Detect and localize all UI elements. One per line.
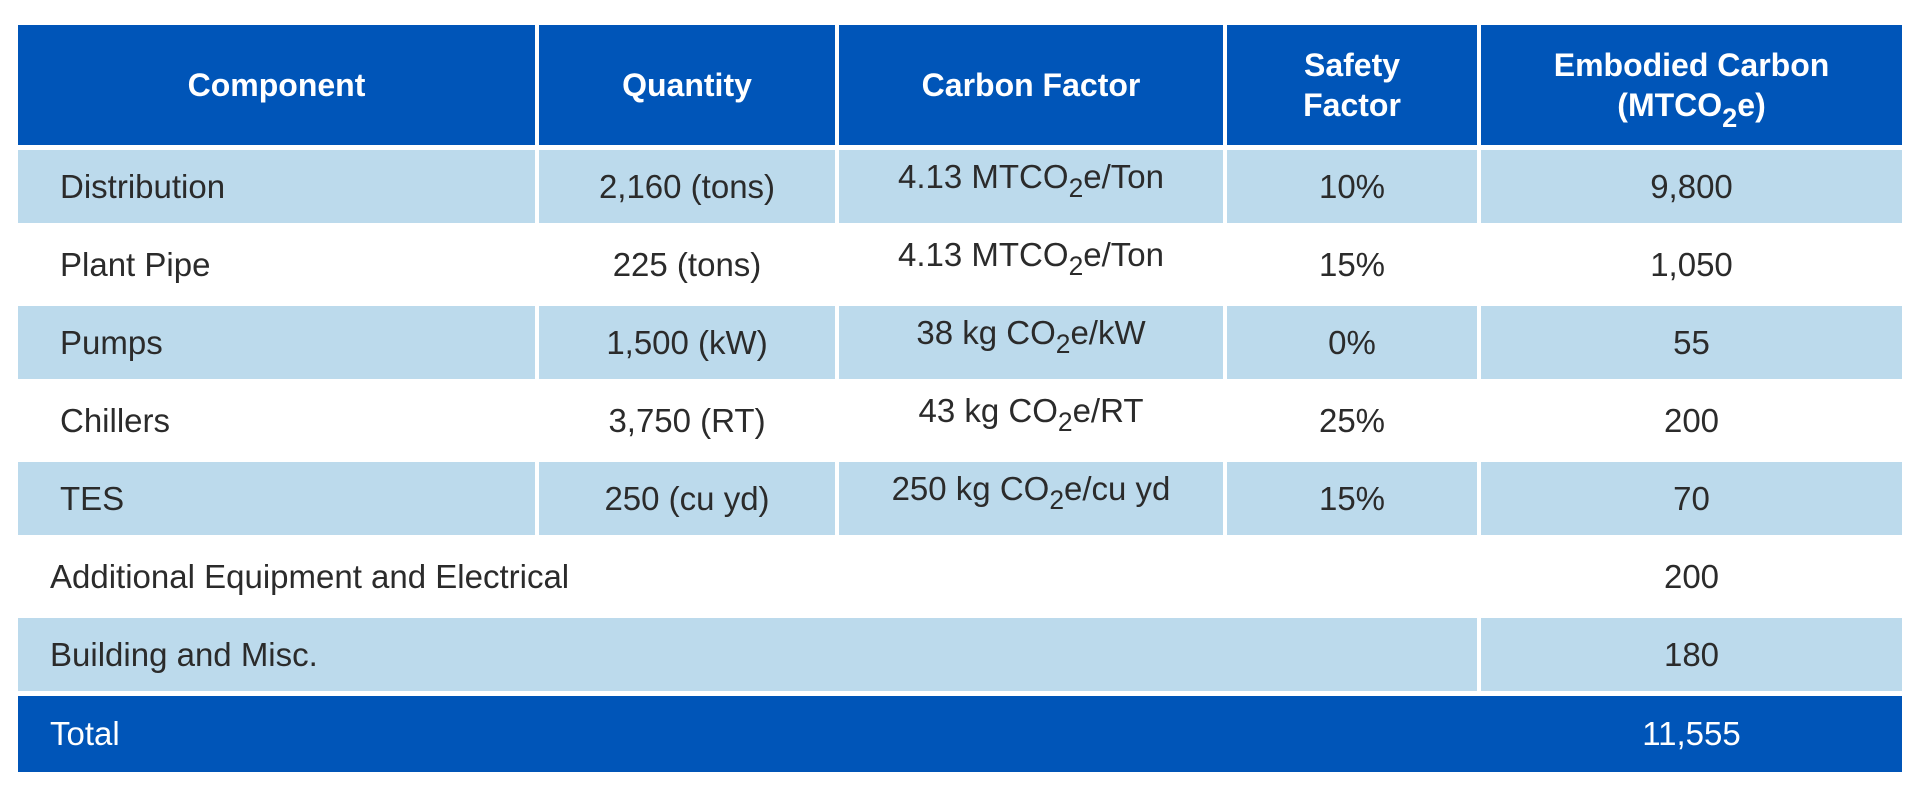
cell-quantity: 3,750 (RT) [539, 384, 839, 462]
cell-carbon-factor: 4.13 MTCO2e/Ton [839, 228, 1227, 306]
cell-safety-factor: 0% [1227, 306, 1481, 384]
factor-pre: 4.13 MTCO [898, 235, 1069, 273]
cell-carbon-factor: 250 kg CO2e/cu yd [839, 462, 1227, 540]
cell-component: Pumps [18, 306, 539, 384]
cell-total-embodied: 11,555 [1481, 696, 1902, 772]
cell-safety-factor: 15% [1227, 228, 1481, 306]
cell-embodied-carbon: 1,050 [1481, 228, 1902, 306]
cell-building-label: Building and Misc. [18, 618, 1481, 696]
cell-safety-factor: 10% [1227, 150, 1481, 228]
factor-sub: 2 [1049, 484, 1065, 515]
header-quantity: Quantity [539, 25, 839, 150]
total-row: Total 11,555 [18, 696, 1902, 772]
header-safety-line2: Factor [1303, 87, 1401, 123]
cell-embodied-carbon: 200 [1481, 384, 1902, 462]
cell-total-label: Total [18, 696, 1481, 772]
cell-safety-factor: 15% [1227, 462, 1481, 540]
table-row: Plant Pipe 225 (tons) 4.13 MTCO2e/Ton 15… [18, 228, 1902, 306]
factor-pre: 38 kg CO [916, 313, 1056, 351]
table-body: Distribution 2,160 (tons) 4.13 MTCO2e/To… [18, 150, 1902, 772]
header-safety-line1: Safety [1303, 47, 1401, 83]
header-embodied-line2-pre: (MTCO [1617, 87, 1723, 123]
table-row: Distribution 2,160 (tons) 4.13 MTCO2e/To… [18, 150, 1902, 228]
factor-sub: 2 [1055, 328, 1071, 359]
header-carbon-factor: Carbon Factor [839, 25, 1227, 150]
table-row: TES 250 (cu yd) 250 kg CO2e/cu yd 15% 70 [18, 462, 1902, 540]
factor-post: e/Ton [1083, 157, 1164, 195]
factor-pre: 4.13 MTCO [898, 157, 1069, 195]
table-row: Chillers 3,750 (RT) 43 kg CO2e/RT 25% 20… [18, 384, 1902, 462]
embodied-carbon-table: Component Quantity Carbon Factor Safety … [18, 25, 1902, 772]
cell-component: Distribution [18, 150, 539, 228]
cell-additional-embodied: 200 [1481, 540, 1902, 618]
cell-quantity: 225 (tons) [539, 228, 839, 306]
cell-carbon-factor: 43 kg CO2e/RT [839, 384, 1227, 462]
factor-sub: 2 [1057, 406, 1073, 437]
cell-quantity: 1,500 (kW) [539, 306, 839, 384]
cell-quantity: 2,160 (tons) [539, 150, 839, 228]
factor-sub: 2 [1068, 172, 1084, 203]
cell-quantity: 250 (cu yd) [539, 462, 839, 540]
cell-carbon-factor: 38 kg CO2e/kW [839, 306, 1227, 384]
factor-post: e/Ton [1083, 235, 1164, 273]
cell-embodied-carbon: 55 [1481, 306, 1902, 384]
table-row: Pumps 1,500 (kW) 38 kg CO2e/kW 0% 55 [18, 306, 1902, 384]
factor-post: e/cu yd [1064, 469, 1171, 507]
factor-sub: 2 [1068, 250, 1084, 281]
cell-building-embodied: 180 [1481, 618, 1902, 696]
cell-embodied-carbon: 70 [1481, 462, 1902, 540]
factor-post: e/RT [1072, 391, 1144, 429]
building-misc-row: Building and Misc. 180 [18, 618, 1902, 696]
header-safety-factor: Safety Factor [1227, 25, 1481, 150]
header-embodied-carbon: Embodied Carbon (MTCO2e) [1481, 25, 1902, 150]
additional-equipment-row: Additional Equipment and Electrical 200 [18, 540, 1902, 618]
cell-safety-factor: 25% [1227, 384, 1481, 462]
header-embodied-line1: Embodied Carbon [1553, 47, 1830, 83]
cell-component: Plant Pipe [18, 228, 539, 306]
factor-post: e/kW [1070, 313, 1146, 351]
factor-pre: 43 kg CO [918, 391, 1058, 429]
cell-additional-label: Additional Equipment and Electrical [18, 540, 1481, 618]
cell-embodied-carbon: 9,800 [1481, 150, 1902, 228]
header-embodied-line2-sub: 2 [1722, 101, 1738, 133]
header-row: Component Quantity Carbon Factor Safety … [18, 25, 1902, 150]
header-component: Component [18, 25, 539, 150]
cell-carbon-factor: 4.13 MTCO2e/Ton [839, 150, 1227, 228]
cell-component: TES [18, 462, 539, 540]
cell-component: Chillers [18, 384, 539, 462]
header-embodied-line2-post: e) [1737, 87, 1766, 123]
factor-pre: 250 kg CO [891, 469, 1050, 507]
